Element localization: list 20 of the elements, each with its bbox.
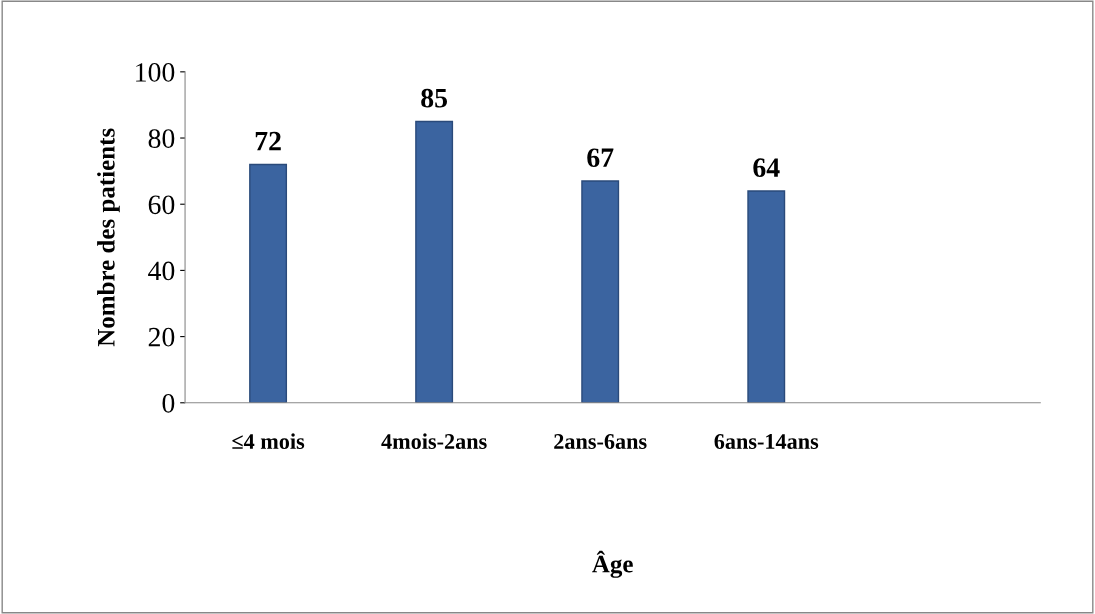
x-tick-label: 6ans-14ans — [714, 434, 819, 449]
bar — [249, 163, 288, 403]
y-tick-label: 40 — [148, 261, 175, 281]
bar — [581, 180, 620, 403]
data-label: 64 — [753, 158, 780, 177]
x-tick-label: 4mois-2ans — [381, 433, 487, 449]
data-label: 72 — [255, 131, 281, 151]
y-tick-label: 60 — [148, 195, 175, 215]
y-tick-label: 100 — [136, 63, 175, 82]
y-tick-label: 80 — [148, 129, 175, 148]
x-axis-title: Âge — [592, 550, 633, 578]
bar — [415, 120, 454, 403]
data-label: 85 — [421, 88, 448, 108]
y-tick-label: 0 — [162, 393, 175, 413]
x-tick-label: ≤4 mois — [232, 433, 305, 449]
data-label: 67 — [587, 148, 614, 168]
y-tick-label: 20 — [148, 327, 175, 347]
x-tick-label: 2ans-6ans — [554, 434, 647, 449]
y-axis-title: Nombre des patients — [97, 128, 120, 347]
bar — [747, 190, 786, 403]
